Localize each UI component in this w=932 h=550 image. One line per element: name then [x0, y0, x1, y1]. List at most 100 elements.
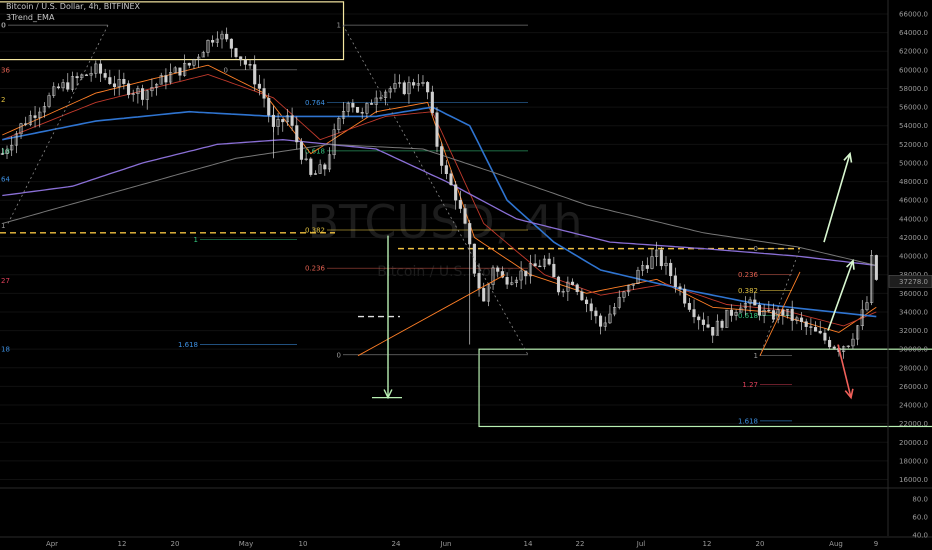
candle-body — [556, 276, 561, 293]
fib-level-label: 1.618 — [738, 417, 758, 425]
candle-body — [617, 297, 621, 308]
candle-body — [75, 76, 79, 79]
candle-body — [407, 82, 411, 95]
candle-body — [659, 249, 663, 267]
time-tick-label: 20 — [756, 540, 765, 548]
candle-body — [823, 332, 827, 341]
time-tick-label: Jul — [636, 540, 646, 548]
price-tick-label: 40000.0 — [899, 253, 928, 261]
candle-body — [683, 288, 687, 304]
price-tick-label: 56000.0 — [899, 104, 928, 112]
candle-body — [809, 326, 813, 328]
fib-level-label: 1 — [194, 236, 198, 244]
candle-body — [528, 263, 533, 277]
candle-body — [584, 299, 589, 305]
price-tick-label: 60000.0 — [899, 66, 928, 74]
candle-body — [785, 308, 790, 316]
candle-body — [580, 291, 584, 301]
candle-body — [561, 291, 565, 293]
candle-body — [281, 119, 285, 123]
price-tick-label: 62000.0 — [899, 48, 928, 56]
candle-body — [589, 303, 593, 312]
forecast-arrows[interactable] — [372, 151, 855, 400]
candle-body — [173, 67, 177, 73]
fib-level-label: 0.382 — [305, 226, 325, 234]
candle-body — [650, 256, 654, 269]
candle-body — [94, 63, 98, 74]
candle-body — [337, 118, 341, 130]
trend-drawings[interactable] — [7, 24, 801, 357]
candle-body — [276, 119, 280, 127]
candle-body — [239, 56, 243, 61]
candle-body — [365, 103, 369, 114]
time-tick-label: Aug — [829, 540, 843, 548]
candle-body — [533, 263, 537, 267]
candle-body — [323, 164, 327, 170]
candle-body — [0, 153, 4, 155]
candle-body — [669, 262, 673, 277]
price-tick-label: 44000.0 — [899, 215, 928, 223]
candle-body — [52, 86, 56, 96]
candle-body — [753, 299, 757, 306]
candle-body — [454, 184, 458, 201]
oscillator-pane[interactable]: 80.0 60.0 40.0 — [0, 487, 932, 540]
candle-body — [627, 285, 631, 293]
price-tick-label: 36000.0 — [899, 290, 928, 298]
candle-body — [524, 270, 528, 277]
candle-body — [24, 123, 28, 125]
price-tick-label: 58000.0 — [899, 85, 928, 93]
price-axis[interactable]: 66000.0 64000.0 62000.0 60000.0 58000.0 56000… — [887, 0, 932, 536]
candle-body — [42, 106, 46, 113]
candle-body — [500, 271, 504, 278]
candle-body — [61, 82, 65, 89]
candle-body — [603, 322, 607, 327]
candle-body — [145, 90, 149, 100]
dotted-trendline — [759, 248, 801, 356]
candle-body — [234, 48, 238, 57]
price-tick-label: 46000.0 — [899, 197, 928, 205]
candle-body — [253, 64, 257, 85]
candle-body — [851, 338, 855, 347]
candle-body — [155, 83, 159, 88]
time-tick-label: 12 — [118, 540, 127, 548]
symbol-title[interactable]: Bitcoin / U.S. Dollar, 4h, BITFINEX — [6, 2, 141, 11]
candle-body — [215, 38, 219, 43]
candle-body — [799, 317, 804, 322]
fib-edge-label: 64 — [1, 175, 10, 183]
dashed-levels[interactable] — [0, 232, 800, 318]
current-price-tag — [888, 275, 932, 288]
fibonacci-levels[interactable]: 0 0 1 0.764 0.618 0.382 1 1.618 0.236 0 0.236 0.382… — [1, 22, 792, 426]
candle-body — [552, 263, 556, 278]
candle-body — [5, 149, 9, 155]
candle-body — [117, 79, 121, 88]
candle-body — [767, 309, 771, 312]
candle-body — [355, 106, 360, 113]
price-tick-label: 64000.0 — [899, 29, 928, 37]
candle-body — [734, 312, 738, 316]
price-tick-label: 28000.0 — [899, 364, 928, 372]
time-axis[interactable]: Apr 12 20 May 10 24 Jun 14 22 Jul 12 20 Aug 9 — [0, 536, 932, 548]
candle-body — [187, 62, 191, 66]
fib-edge-label: 36 — [1, 66, 10, 74]
price-tick-label: 42000.0 — [899, 234, 928, 242]
price-tick-label: 32000.0 — [899, 327, 928, 335]
candle-body — [697, 316, 701, 321]
candle-body — [641, 265, 645, 271]
price-tick-label: 30000.0 — [899, 346, 928, 354]
candle-body — [594, 310, 598, 317]
indicator-title[interactable]: 3Trend_EMA — [6, 13, 55, 22]
oscillator-tick-label: 60.0 — [912, 514, 928, 522]
fib-level-label: 1 — [754, 352, 758, 360]
candle-body — [103, 73, 107, 78]
candle-body — [66, 82, 70, 90]
candle-body — [393, 83, 397, 89]
price-tick-label: 18000.0 — [899, 457, 928, 465]
candle-body — [678, 286, 682, 290]
watermark-main: BTCUSD, 4h — [307, 195, 582, 249]
candle-body — [547, 258, 551, 265]
candle-body — [285, 115, 289, 123]
candle-body — [150, 87, 154, 92]
candle-body — [482, 288, 486, 302]
candle-body — [874, 255, 878, 280]
